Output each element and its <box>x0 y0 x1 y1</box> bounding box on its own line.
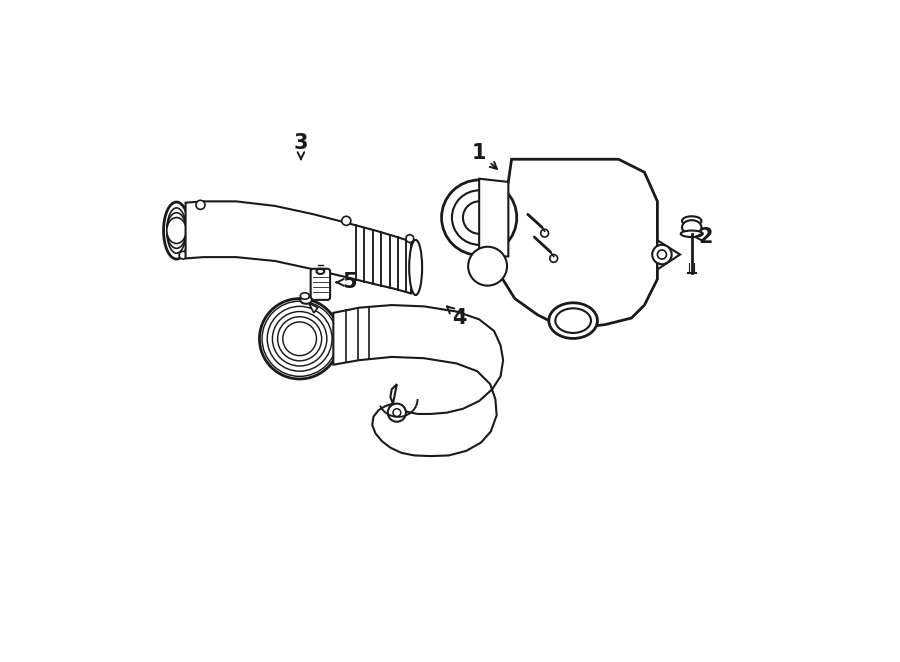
Circle shape <box>179 252 187 259</box>
Circle shape <box>541 229 548 237</box>
Circle shape <box>342 216 351 225</box>
Ellipse shape <box>301 296 312 304</box>
Text: 3: 3 <box>293 133 308 160</box>
Polygon shape <box>657 240 680 269</box>
Ellipse shape <box>166 208 186 254</box>
Ellipse shape <box>682 216 701 225</box>
Circle shape <box>657 250 667 259</box>
Text: 2: 2 <box>693 227 714 247</box>
Polygon shape <box>185 201 411 293</box>
Circle shape <box>196 201 205 209</box>
Circle shape <box>273 312 327 366</box>
Circle shape <box>463 201 495 234</box>
Circle shape <box>259 299 340 379</box>
Polygon shape <box>479 179 508 256</box>
Circle shape <box>388 404 406 422</box>
Text: 4: 4 <box>447 307 467 328</box>
Circle shape <box>393 408 400 416</box>
Ellipse shape <box>166 213 186 248</box>
Ellipse shape <box>682 220 701 234</box>
Circle shape <box>277 316 321 361</box>
Ellipse shape <box>164 202 190 259</box>
Ellipse shape <box>549 303 598 338</box>
Ellipse shape <box>301 293 310 299</box>
FancyBboxPatch shape <box>310 269 330 300</box>
Circle shape <box>262 301 338 377</box>
Circle shape <box>652 245 671 264</box>
Ellipse shape <box>317 269 324 274</box>
Circle shape <box>468 247 507 285</box>
Ellipse shape <box>410 240 422 295</box>
Polygon shape <box>333 305 503 456</box>
PathPatch shape <box>495 160 657 328</box>
Ellipse shape <box>680 230 703 237</box>
Circle shape <box>406 235 414 242</box>
Ellipse shape <box>555 308 591 333</box>
Circle shape <box>550 254 558 262</box>
Circle shape <box>267 307 332 371</box>
Circle shape <box>283 322 317 355</box>
Ellipse shape <box>166 218 186 244</box>
Text: 1: 1 <box>472 143 497 169</box>
Polygon shape <box>309 303 318 313</box>
Circle shape <box>442 180 517 255</box>
Circle shape <box>452 191 507 245</box>
Text: 5: 5 <box>337 272 357 293</box>
